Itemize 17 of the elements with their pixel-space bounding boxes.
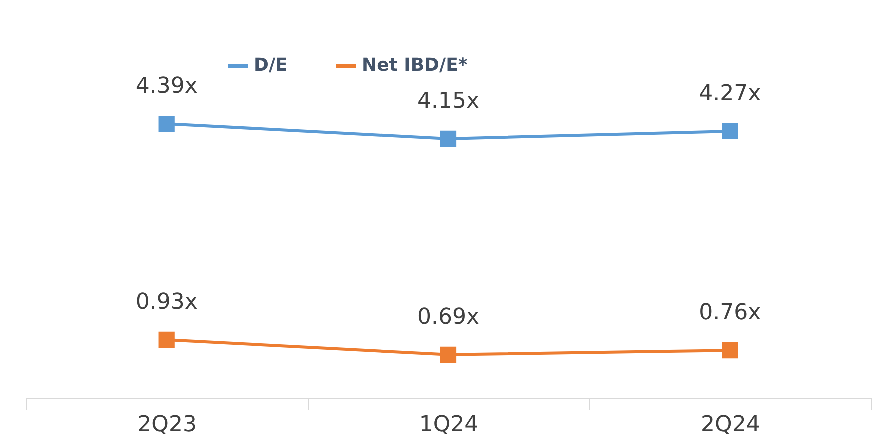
point — [440, 130, 457, 148]
x-tick-label: 1Q24 — [419, 412, 479, 438]
data-label: 0.76x — [699, 300, 762, 326]
point — [722, 123, 738, 140]
data-label: 0.69x — [417, 304, 480, 330]
point — [158, 332, 175, 348]
legend-label: Net IBD/E* — [362, 55, 468, 76]
x-tick-label: 2Q23 — [138, 412, 197, 438]
x-tick-label: 2Q24 — [701, 412, 760, 438]
data-label: 4.27x — [699, 81, 762, 106]
data-label: 0.93x — [136, 290, 198, 315]
legend-label: D/E — [254, 55, 288, 76]
point — [158, 116, 175, 132]
data-label: 4.15x — [417, 88, 480, 114]
point — [722, 342, 738, 359]
point — [440, 346, 457, 363]
data-label: 4.39x — [136, 74, 198, 99]
